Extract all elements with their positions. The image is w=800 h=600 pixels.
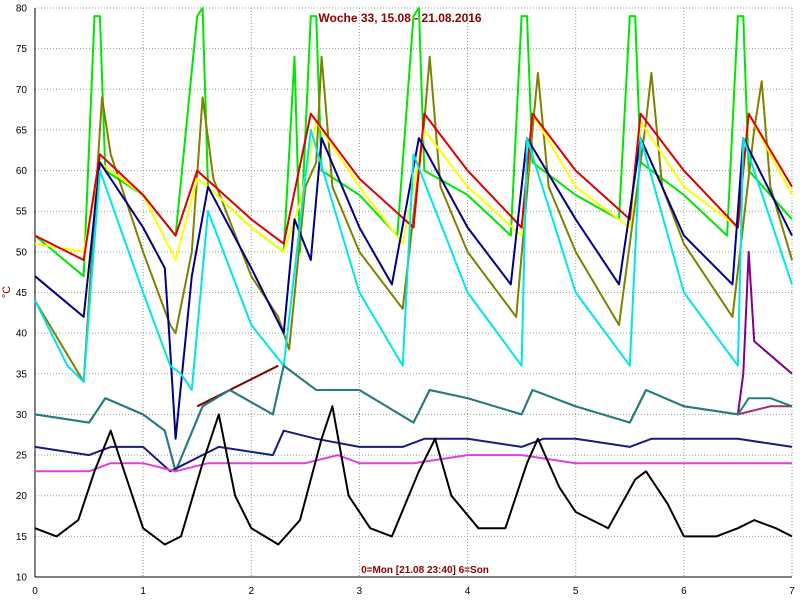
x-tick-label: 0 [32, 586, 38, 597]
y-tick-label: 80 [16, 4, 28, 15]
grid [34, 7, 793, 578]
y-tick-label: 35 [16, 369, 28, 380]
y-tick-label: 65 [16, 125, 28, 136]
series-line-8 [196, 364, 279, 408]
series-line-5 [34, 137, 793, 440]
x-tick-label: 7 [789, 586, 795, 597]
x-tick-label: 2 [249, 586, 255, 597]
y-tick-label: 40 [16, 329, 28, 340]
y-tick-label: 10 [16, 573, 28, 584]
y-tick-label: 70 [16, 85, 28, 96]
y-tick-label: 60 [16, 166, 28, 177]
series-line-11 [34, 429, 793, 473]
series-line-10 [34, 364, 793, 473]
y-tick-label: 55 [16, 207, 28, 218]
x-tick-label: 1 [140, 586, 146, 597]
y-tick-label: 45 [16, 288, 28, 299]
y-tick-label: 50 [16, 247, 28, 258]
chart-title: Woche 33, 15.08 - 21.08.2016 [318, 11, 482, 25]
series-line-2 [34, 55, 793, 383]
y-axis-label: °C [1, 286, 13, 298]
y-tick-label: 25 [16, 451, 28, 462]
series-group [34, 7, 793, 546]
y-tick-label: 20 [16, 491, 28, 502]
series-line-13 [34, 405, 793, 546]
y-tick-label: 75 [16, 44, 28, 55]
x-tick-label: 3 [357, 586, 363, 597]
y-tick-label: 30 [16, 410, 28, 421]
x-tick-label: 4 [465, 586, 471, 597]
y-tick-label: 15 [16, 532, 28, 543]
series-line-12 [35, 454, 792, 473]
x-tick-label: 6 [681, 586, 687, 597]
series-line-3 [34, 112, 793, 261]
series-line-6 [34, 128, 793, 391]
x-axis-label: 0=Mon [21.08 23:40] 6=Son [361, 565, 489, 576]
x-tick-label: 5 [573, 586, 579, 597]
series-line-7 [736, 250, 793, 415]
